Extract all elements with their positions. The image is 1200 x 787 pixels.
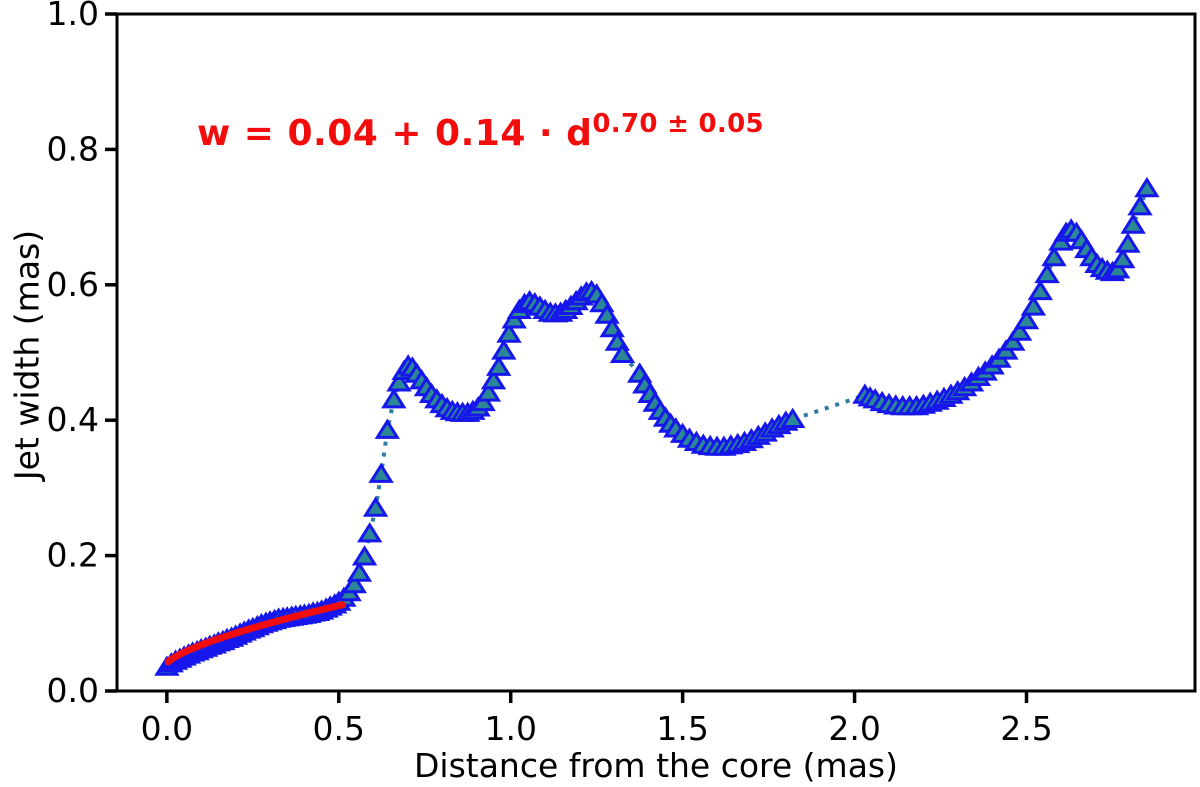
- fit-equation-annotation: w = 0.04 + 0.14 · d0.70 ± 0.05: [197, 111, 764, 154]
- data-point-marker: [356, 522, 383, 543]
- data-point-marker: [1027, 279, 1054, 301]
- x-axis-label: Distance from the core (mas): [414, 746, 898, 785]
- data-point-marker: [1127, 195, 1153, 216]
- plot-spines: [115, 12, 1197, 693]
- x-tick-label: 2.0: [828, 709, 880, 748]
- x-tick-label: 1.0: [484, 709, 536, 748]
- data-point-marker: [1120, 213, 1146, 234]
- fit-equation-base: w = 0.04 + 0.14 · d: [197, 113, 593, 154]
- data-point-marker: [1013, 308, 1040, 330]
- data-point-marker: [1134, 176, 1160, 198]
- data-point-marker: [381, 388, 407, 409]
- y-tick-label: 0.2: [47, 536, 99, 575]
- data-point-marker: [374, 418, 401, 439]
- x-tick-label: 0.5: [313, 709, 365, 748]
- data-point-marker: [475, 381, 502, 402]
- data-point-marker: [1115, 232, 1141, 253]
- data-point-marker: [368, 462, 394, 483]
- data-point-marker: [1104, 258, 1131, 279]
- data-point-marker: [491, 339, 517, 360]
- data-point-marker: [609, 342, 636, 363]
- data-point-marker: [496, 322, 522, 343]
- data-point-marker: [1041, 245, 1067, 267]
- data-point-marker: [346, 561, 373, 582]
- fit-line: [164, 601, 346, 666]
- data-point-marker: [1020, 295, 1047, 316]
- data-point-marker: [1006, 320, 1033, 341]
- data-point-marker: [386, 371, 412, 392]
- data-point-marker: [1110, 247, 1136, 269]
- data-point-marker: [779, 407, 806, 428]
- x-tick-label: 0.0: [141, 709, 193, 748]
- x-tick-label: 1.5: [656, 709, 708, 748]
- data-point-marker: [1034, 262, 1060, 284]
- y-tick-label: 0.4: [47, 400, 99, 439]
- x-tick-label: 2.5: [1000, 709, 1052, 748]
- data-point-marker: [362, 496, 389, 517]
- y-tick-label: 0.0: [47, 671, 99, 710]
- y-tick-label: 0.8: [47, 129, 99, 168]
- data-series-markers: [154, 176, 1160, 676]
- data-series-line: [165, 187, 1149, 669]
- data-point-marker: [1000, 330, 1026, 351]
- data-point-marker: [480, 369, 507, 390]
- y-tick-label: 1.0: [47, 0, 99, 33]
- data-point-marker: [351, 545, 378, 566]
- y-tick-label: 0.6: [47, 265, 99, 304]
- y-axis-label: Jet width (mas): [7, 229, 47, 481]
- fit-equation-exponent: 0.70 ± 0.05: [592, 109, 764, 139]
- data-point-marker: [341, 572, 368, 594]
- data-point-marker: [485, 355, 512, 376]
